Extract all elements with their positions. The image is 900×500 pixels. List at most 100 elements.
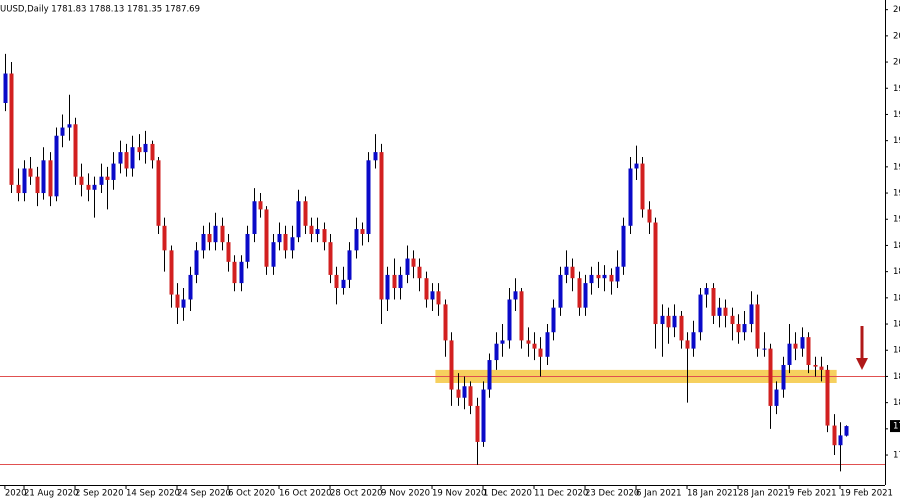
x-tick-label: 9 Feb 2021: [789, 489, 837, 499]
candle-body: [685, 340, 690, 349]
candle-body: [449, 340, 454, 390]
candle-body: [220, 225, 225, 243]
x-tick-label: 11 Dec 2020: [534, 489, 588, 499]
candle-body: [806, 337, 811, 365]
y-tick-label: 1930: [893, 189, 900, 199]
x-tick-label: 14 Sep 2020: [126, 489, 180, 499]
candle-body: [239, 261, 244, 284]
candle-body: [487, 360, 492, 390]
x-tick-label: 9 Nov 2020: [381, 489, 430, 499]
candle-body: [500, 340, 505, 344]
candle-body: [749, 304, 754, 325]
candle-body: [111, 163, 116, 180]
candle-body: [162, 225, 167, 251]
candle-body: [175, 294, 180, 308]
y-tick-label: 1770: [893, 451, 900, 461]
candle-body: [341, 279, 346, 289]
candle-body: [660, 315, 665, 325]
candle-body: [551, 307, 556, 333]
candle-body: [819, 366, 824, 370]
candle-body: [156, 160, 161, 226]
candle-body: [800, 337, 805, 349]
y-tick-label: 1882: [893, 267, 900, 277]
candle-body: [315, 229, 320, 234]
y-tick-label: 1898: [893, 241, 900, 251]
arrow-head: [856, 358, 868, 370]
x-tick-label: 18 Jan 2021: [687, 489, 738, 499]
y-tick-label: 1834: [893, 346, 900, 356]
candle-body: [28, 168, 33, 177]
candle-body: [513, 291, 518, 300]
candle-body: [813, 364, 818, 367]
y-tick-label: 1994: [893, 84, 900, 94]
candle-body: [723, 307, 728, 316]
candle-body: [634, 163, 639, 169]
zone-layer: [0, 369, 885, 465]
candle-body: [832, 425, 837, 446]
candle-body: [564, 266, 569, 275]
y-tick-label: 1850: [893, 320, 900, 330]
candle-body: [730, 315, 735, 325]
candle-body: [621, 225, 626, 267]
x-tick-label: 2 Sep 2020: [75, 489, 123, 499]
last-price-box: [890, 420, 900, 433]
candle-body: [124, 152, 129, 169]
candle-body: [373, 152, 378, 161]
candle-body: [711, 288, 716, 316]
candle-body: [755, 304, 760, 349]
candle-body: [35, 176, 40, 194]
y-tick-label: 1914: [893, 215, 900, 225]
candle-body: [570, 266, 575, 279]
candle-body: [130, 147, 135, 169]
candle-body: [60, 127, 65, 136]
candle-body: [252, 201, 257, 234]
candle-body: [188, 274, 193, 300]
candle-body: [41, 160, 46, 194]
last-price-label: 1787.69: [893, 422, 900, 432]
candle-body: [526, 340, 531, 344]
candle-body: [577, 278, 582, 308]
candle-body: [532, 343, 537, 349]
candle-body: [194, 250, 199, 275]
candle-body: [48, 160, 53, 197]
candle-body: [290, 237, 295, 251]
candle-body: [666, 315, 671, 328]
candle-body: [150, 143, 155, 161]
candle-body: [475, 405, 480, 442]
candle-body: [334, 274, 339, 289]
candle-body: [628, 168, 633, 226]
candle-body: [768, 348, 773, 406]
candle-body: [691, 332, 696, 349]
candle-body: [271, 242, 276, 267]
x-tick-label: 6 Jan 2021: [636, 489, 682, 499]
candle-body: [207, 233, 212, 243]
candle-body: [79, 176, 84, 185]
candle-body: [436, 291, 441, 305]
candle-body: [838, 435, 843, 446]
candle-body: [647, 209, 652, 223]
x-tick-label: 28 Oct 2020: [330, 489, 383, 499]
candle-body: [105, 176, 110, 180]
y-tick-label: 1818: [893, 372, 900, 382]
candle-body: [92, 184, 97, 190]
candle-body: [54, 135, 59, 197]
candle-body: [309, 225, 314, 234]
x-tick-label: 19 Nov 2020: [432, 489, 486, 499]
candle-body: [347, 250, 352, 280]
candle-body: [385, 274, 390, 300]
x-tick-label: 2020: [5, 489, 27, 499]
candle-body: [615, 266, 620, 282]
candle-body: [118, 152, 123, 164]
candle-body: [354, 229, 359, 251]
y-tick-label: 1946: [893, 162, 900, 172]
candle-body: [736, 324, 741, 333]
candle-body: [456, 389, 461, 398]
candle-body: [494, 343, 499, 361]
candle-body: [443, 304, 448, 341]
candle-body: [264, 209, 269, 267]
candle-body: [417, 266, 422, 279]
candle-body: [137, 147, 142, 153]
